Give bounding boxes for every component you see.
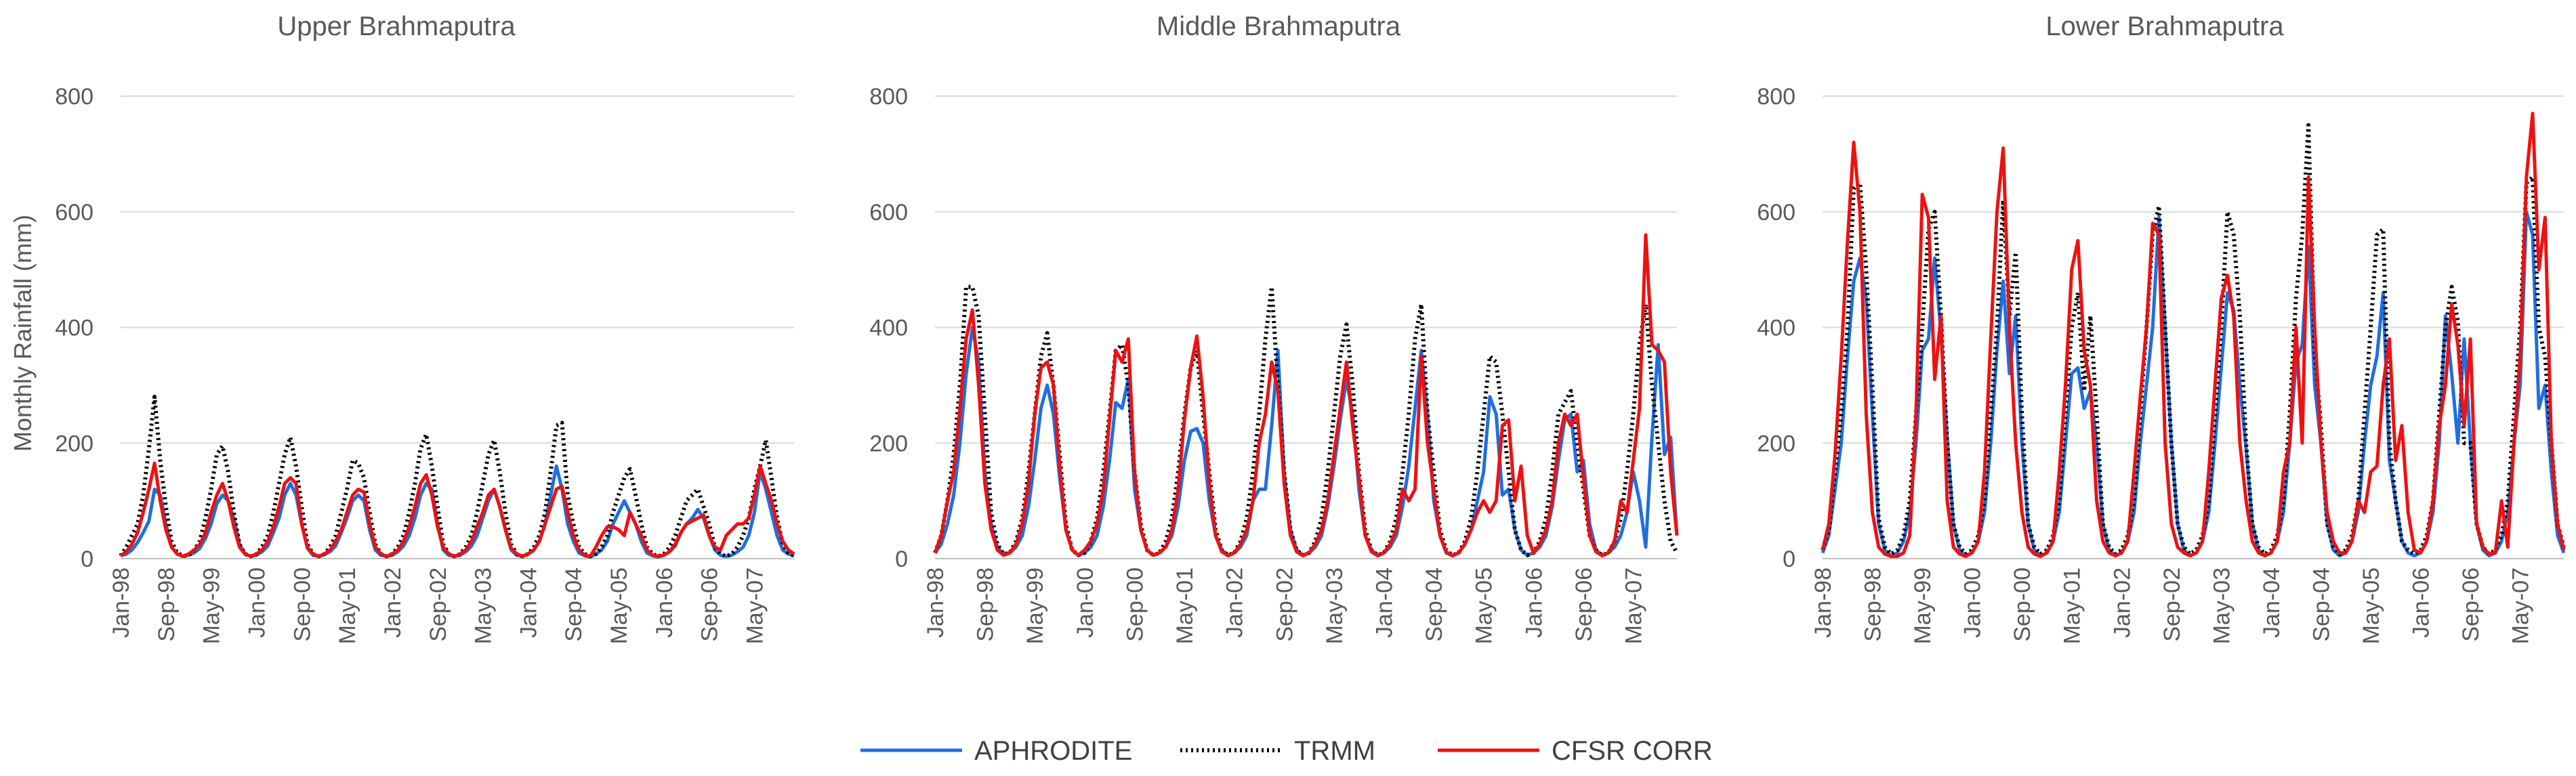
x-tick-label: Sep-98	[973, 567, 999, 642]
y-tick-label: 200	[1757, 431, 1795, 456]
y-tick-label: 600	[869, 200, 908, 225]
series-cfsr-corr	[119, 461, 795, 559]
y-tick-label: 0	[81, 546, 94, 572]
x-tick-label: Sep-02	[2159, 567, 2185, 642]
series-lines	[933, 233, 1679, 558]
x-tick-label: May-05	[1472, 567, 1497, 644]
x-tick-label: May-07	[1621, 567, 1647, 644]
x-tick-label: Jan-04	[516, 567, 541, 638]
y-tick-label: 400	[869, 316, 908, 341]
y-tick-label: 200	[55, 431, 94, 456]
x-tick-label: May-01	[335, 567, 360, 644]
x-tick-label: Sep-98	[1861, 567, 1886, 642]
y-tick-label: 600	[55, 200, 94, 225]
x-tick-label: Sep-00	[1122, 567, 1148, 642]
x-tick-label: May-01	[2060, 567, 2085, 644]
x-tick-label: Jan-00	[244, 567, 270, 638]
x-tick-label: Jan-04	[2259, 567, 2285, 638]
x-tick-label: May-05	[2359, 567, 2384, 644]
legend-item-trmm: TRMM	[1180, 736, 1375, 766]
chart-panel-middle: Middle Brahmaputra 0 200 400 600 800 Jan-98 S…	[869, 12, 1679, 644]
x-tick-label: Jan-06	[1521, 567, 1547, 638]
x-tick-label: Jan-02	[380, 567, 406, 638]
x-tick-label: Sep-04	[2308, 567, 2334, 642]
chart-title: Lower Brahmaputra	[2045, 12, 2284, 41]
y-tick-label: 0	[1783, 546, 1795, 572]
y-ticks: 0 200 400 600 800	[869, 84, 908, 572]
x-tick-label: May-03	[1322, 567, 1348, 644]
x-tick-label: Sep-04	[1421, 567, 1447, 642]
x-tick-label: Jan-02	[1222, 567, 1248, 638]
y-ticks: 0 200 400 600 800	[1757, 84, 1795, 572]
y-tick-label: 400	[55, 316, 94, 341]
y-ticks: 0 200 400 600 800	[55, 84, 94, 572]
legend: APHRODITE TRMM CFSR CORR	[860, 736, 1713, 766]
x-tick-label: Jan-04	[1372, 567, 1398, 638]
x-tick-label: May-05	[606, 567, 632, 644]
y-tick-label: 800	[869, 84, 908, 110]
x-tick-label: Jan-98	[923, 567, 949, 638]
series-lines	[119, 395, 795, 559]
x-tick-label: Sep-06	[697, 567, 723, 642]
x-tick-label: Sep-00	[289, 567, 315, 642]
chart-title: Middle Brahmaputra	[1157, 12, 1401, 41]
legend-label: CFSR CORR	[1552, 736, 1713, 766]
x-tick-label: May-07	[743, 567, 768, 644]
legend-label: TRMM	[1294, 736, 1375, 766]
x-tick-label: May-03	[471, 567, 497, 644]
y-tick-label: 0	[895, 546, 908, 572]
y-tick-label: 400	[1757, 316, 1795, 341]
x-tick-label: May-03	[2209, 567, 2235, 644]
y-tick-label: 800	[55, 84, 94, 110]
x-tick-label: Jan-98	[1810, 567, 1836, 638]
x-tick-label: Sep-02	[1272, 567, 1297, 642]
x-tick-label: May-99	[1910, 567, 1936, 644]
y-axis-label: Monthly Rainfall (mm)	[9, 215, 37, 452]
chart-panel-lower: Lower Brahmaputra 0 200 400 600 800 Jan-98 Se…	[1757, 12, 2566, 644]
x-tick-label: Sep-06	[2458, 567, 2484, 642]
x-tick-label: Jan-06	[2409, 567, 2434, 638]
series-aphrodite	[1821, 210, 2566, 558]
y-tick-label: 600	[1757, 200, 1795, 225]
y-tick-label: 800	[1757, 84, 1795, 110]
x-ticks: Jan-98 Sep-98 May-99 Jan-00 Sep-00 May-01 Jan-…	[1810, 567, 2534, 644]
gridlines	[935, 95, 1677, 559]
x-tick-label: Jan-98	[108, 567, 134, 638]
chart-panel-upper: Upper Brahmaputra Monthly Rainfall (mm) …	[9, 12, 795, 644]
chart-title: Upper Brahmaputra	[277, 12, 516, 41]
x-tick-label: Jan-02	[2109, 567, 2135, 638]
x-tick-label: Jan-00	[1073, 567, 1098, 638]
x-tick-label: Jan-06	[652, 567, 678, 638]
x-tick-label: Sep-00	[2010, 567, 2035, 642]
x-ticks: Jan-98 Sep-98 May-99 Jan-00 Sep-00 May-01 Jan-…	[108, 567, 768, 644]
series-cfsr-corr	[933, 233, 1679, 558]
y-tick-label: 200	[869, 431, 908, 456]
legend-item-aphrodite: APHRODITE	[860, 736, 1132, 766]
x-tick-label: Sep-98	[154, 567, 180, 642]
series-cfsr-corr	[1821, 112, 2566, 559]
x-tick-label: Sep-02	[425, 567, 451, 642]
x-tick-label: Sep-04	[561, 567, 587, 642]
x-tick-label: May-01	[1172, 567, 1198, 644]
x-ticks: Jan-98 Sep-98 May-99 Jan-00 Sep-00 May-01 Jan-…	[923, 567, 1647, 644]
series-trmm	[119, 395, 795, 559]
legend-item-cfsr-corr: CFSR CORR	[1438, 736, 1713, 766]
gridlines	[121, 95, 794, 559]
x-tick-label: May-99	[199, 567, 225, 644]
x-tick-label: May-99	[1022, 567, 1048, 644]
x-tick-label: May-07	[2508, 567, 2534, 644]
series-aphrodite	[120, 464, 795, 559]
series-lines	[1821, 112, 2566, 559]
x-tick-label: Jan-00	[1960, 567, 1986, 638]
x-tick-label: Sep-06	[1571, 567, 1597, 642]
legend-label: APHRODITE	[974, 736, 1132, 766]
